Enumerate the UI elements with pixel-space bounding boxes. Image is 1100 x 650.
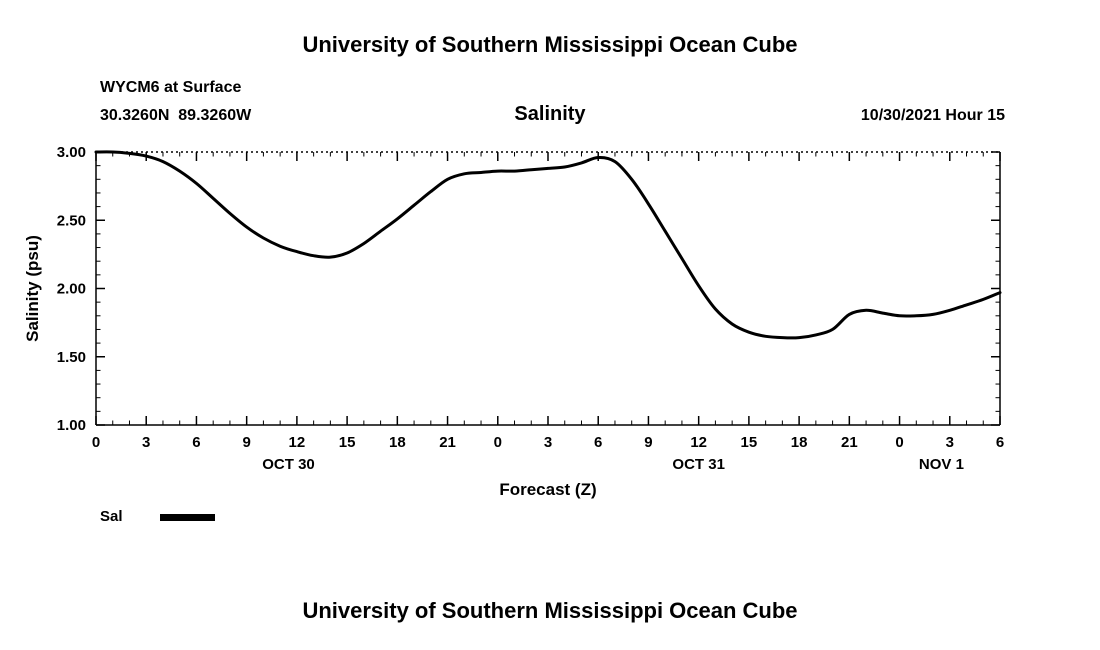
legend-series-label: Sal xyxy=(100,508,123,525)
x-axis-title: Forecast (Z) xyxy=(499,480,596,499)
x-tick-label: 12 xyxy=(289,434,306,451)
day-label: NOV 1 xyxy=(919,456,964,473)
run-datetime-label: 10/30/2021 Hour 15 xyxy=(860,107,1005,124)
x-tick-label: 3 xyxy=(946,434,954,451)
x-tick-label: 6 xyxy=(996,434,1004,451)
legend-line-swatch xyxy=(160,514,215,521)
x-tick-label: 9 xyxy=(644,434,652,451)
y-tick-label: 2.50 xyxy=(57,212,86,229)
x-tick-label: 3 xyxy=(142,434,150,451)
x-tick-label: 21 xyxy=(439,434,456,451)
station-label: WYCM6 at Surface xyxy=(100,79,242,96)
x-tick-label: 3 xyxy=(544,434,552,451)
y-tick-label: 2.00 xyxy=(57,281,86,298)
x-tick-label: 0 xyxy=(895,434,903,451)
day-label: OCT 30 xyxy=(262,456,315,473)
x-tick-label: 18 xyxy=(791,434,808,451)
y-axis-title: Salinity (psu) xyxy=(23,235,42,342)
x-tick-label: 0 xyxy=(494,434,502,451)
x-tick-label: 12 xyxy=(690,434,707,451)
page-title-footer: University of Southern Mississippi Ocean… xyxy=(302,598,798,623)
day-label: OCT 31 xyxy=(672,456,725,473)
x-tick-label: 21 xyxy=(841,434,858,451)
x-tick-label: 0 xyxy=(92,434,100,451)
chart-title: Salinity xyxy=(514,103,586,125)
x-tick-label: 6 xyxy=(192,434,200,451)
x-tick-label: 15 xyxy=(339,434,356,451)
y-tick-label: 1.50 xyxy=(57,349,86,366)
x-tick-label: 15 xyxy=(741,434,758,451)
y-tick-label: 3.00 xyxy=(57,144,86,161)
page-title: University of Southern Mississippi Ocean… xyxy=(302,32,798,57)
x-tick-label: 6 xyxy=(594,434,602,451)
coordinates-label: 30.3260N 89.3260W xyxy=(100,107,252,124)
x-tick-label: 18 xyxy=(389,434,406,451)
x-tick-label: 9 xyxy=(242,434,250,451)
y-tick-label: 1.00 xyxy=(57,417,86,434)
salinity-series-line xyxy=(94,150,1002,340)
